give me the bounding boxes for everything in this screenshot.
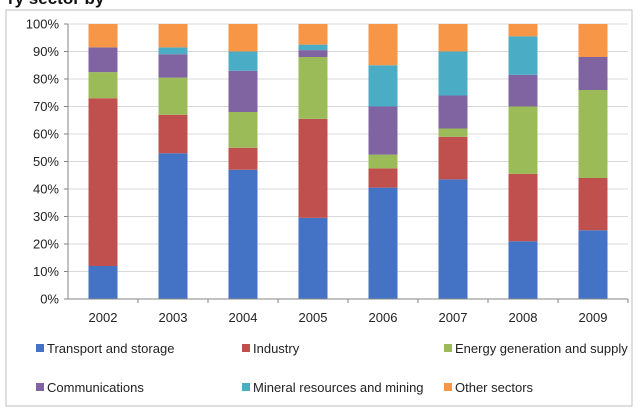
legend-swatch — [444, 383, 452, 391]
bar-segment — [578, 90, 608, 178]
bar-segment — [298, 118, 328, 218]
bar-segment — [88, 98, 118, 266]
bar-segment — [158, 24, 188, 48]
legend-swatch — [36, 344, 44, 352]
bar-segment — [368, 65, 398, 107]
bar-segment — [228, 51, 258, 71]
bar-segment — [298, 50, 328, 57]
bar-segment — [508, 24, 538, 37]
bar-segment — [368, 187, 398, 299]
x-tick-label: 2007 — [439, 310, 468, 325]
x-tick-label: 2005 — [299, 310, 328, 325]
bar-segment — [508, 241, 538, 299]
legend-label: Transport and storage — [47, 341, 174, 356]
bar-segment — [298, 57, 328, 119]
bar-segment — [508, 173, 538, 242]
bar-segment — [438, 51, 468, 96]
bar-segment — [368, 168, 398, 188]
y-tick-label: 30% — [33, 209, 59, 224]
y-tick-label: 70% — [33, 99, 59, 114]
bar-segment — [158, 153, 188, 299]
bar-segment — [298, 44, 328, 51]
y-tick-label: 0% — [40, 292, 59, 307]
y-tick-label: 80% — [33, 72, 59, 87]
bar-segment — [578, 57, 608, 90]
legend-label: Energy generation and supply — [455, 341, 628, 356]
y-tick-label: 60% — [33, 127, 59, 142]
bar-segment — [228, 24, 258, 52]
bar-segment — [508, 106, 538, 174]
bar-segment — [228, 112, 258, 148]
bars — [88, 24, 608, 299]
y-tick-label: 20% — [33, 237, 59, 252]
bar-segment — [88, 24, 118, 48]
legend: Transport and storage Industry Energy gene… — [36, 341, 628, 395]
bar-segment — [508, 36, 538, 75]
bar-segment — [508, 74, 538, 107]
bar-segment — [438, 24, 468, 52]
bar-segment — [88, 72, 118, 99]
bar-segment — [298, 24, 328, 45]
bar-segment — [158, 47, 188, 55]
bar-segment — [368, 24, 398, 66]
bar-segment — [578, 178, 608, 231]
bar-segment — [438, 95, 468, 129]
bar-segment — [158, 54, 188, 78]
bar-segment — [578, 24, 608, 57]
legend-swatch — [242, 344, 250, 352]
bar-segment — [228, 70, 258, 112]
bar-segment — [438, 179, 468, 299]
bar-segment — [158, 77, 188, 115]
x-tick-label: 2004 — [229, 310, 258, 325]
x-tick-label: 2009 — [579, 310, 608, 325]
x-tick-label: 2003 — [159, 310, 188, 325]
bar-segment — [368, 154, 398, 169]
axes: 0% 10% 20% 30% 40% 50% 60% 70% 80% 90% 100% 2002 200… — [26, 17, 629, 325]
legend-swatch — [36, 383, 44, 391]
x-tick-label: 2002 — [89, 310, 118, 325]
y-tick-label: 40% — [33, 182, 59, 197]
chart-title: ry sector by — [8, 0, 105, 8]
bar-segment — [438, 136, 468, 180]
y-tick-label: 10% — [33, 264, 59, 279]
legend-swatch — [444, 344, 452, 352]
bar-segment — [298, 217, 328, 299]
y-tick-label: 50% — [33, 154, 59, 169]
x-tick-label: 2006 — [369, 310, 398, 325]
legend-label: Other sectors — [455, 380, 534, 395]
legend-label: Communications — [47, 380, 144, 395]
bar-segment — [578, 230, 608, 299]
bar-segment — [368, 106, 398, 155]
y-tick-label: 100% — [26, 17, 60, 32]
chart-frame — [5, 9, 633, 407]
y-tick-label: 90% — [33, 44, 59, 59]
x-tick-label: 2008 — [509, 310, 538, 325]
bar-segment — [228, 169, 258, 299]
bar-segment — [438, 128, 468, 137]
legend-label: Industry — [253, 341, 300, 356]
bar-segment — [228, 147, 258, 170]
legend-label: Mineral resources and mining — [253, 380, 424, 395]
bar-segment — [158, 114, 188, 154]
bar-segment — [88, 47, 118, 73]
legend-swatch — [242, 383, 250, 391]
gridlines — [68, 23, 628, 272]
bar-segment — [88, 266, 118, 299]
